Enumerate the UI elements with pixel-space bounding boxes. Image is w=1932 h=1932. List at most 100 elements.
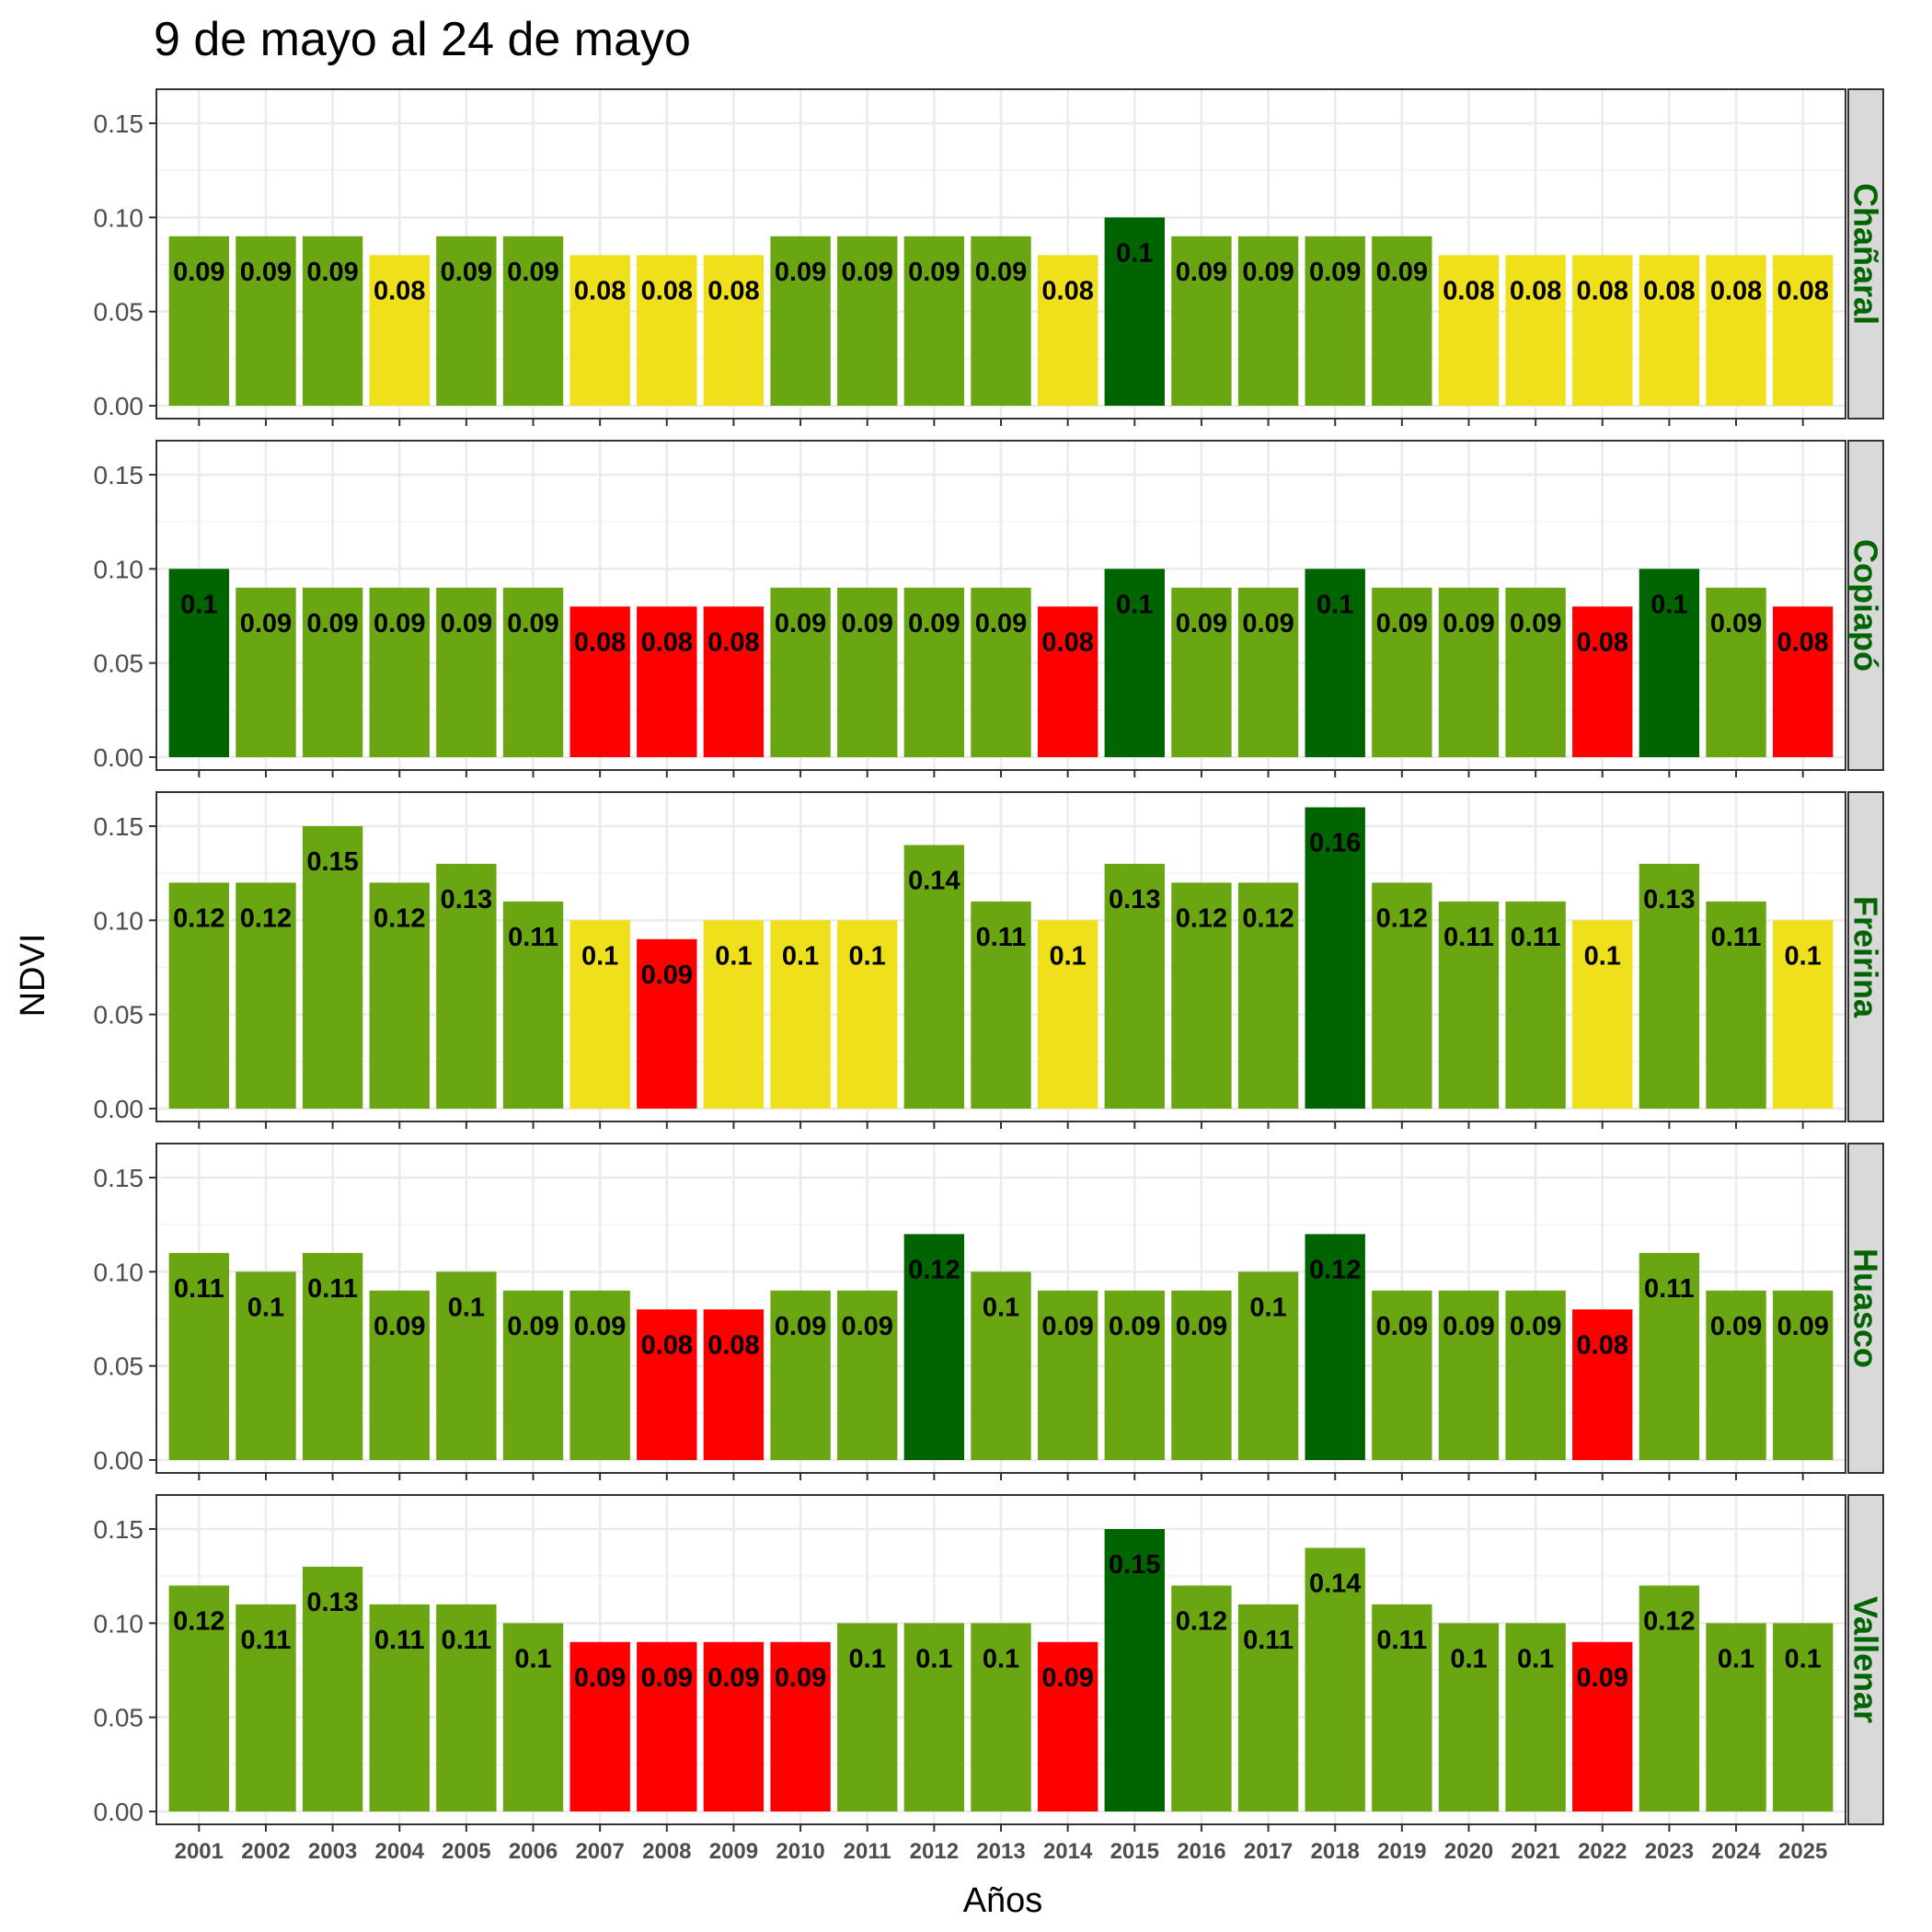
bar-value-label: 0.08 <box>1643 276 1695 305</box>
bar-value-label: 0.1 <box>715 941 752 971</box>
bar-2001 <box>168 236 230 406</box>
bar-value-label: 0.13 <box>306 1588 358 1617</box>
y-tick-label: 0.05 <box>94 1704 144 1732</box>
bar-2014 <box>1037 920 1098 1109</box>
bar-2010 <box>770 1641 831 1811</box>
x-tick-label: 2023 <box>1645 1839 1694 1864</box>
bar-value-label: 0.08 <box>1710 276 1762 305</box>
x-tick-label: 2016 <box>1177 1839 1225 1864</box>
bar-value-label: 0.14 <box>908 866 960 895</box>
bar-2012 <box>903 587 965 757</box>
x-tick-label: 2015 <box>1110 1839 1159 1864</box>
bar-value-label: 0.11 <box>508 923 558 952</box>
bar-2008 <box>637 255 697 406</box>
panel-5: 0.12 0.11 0.13 0.11 0.11 0.1 0.09 0.09 0.09 0.09 0… <box>94 1494 1885 1864</box>
bar-value-label: 0.09 <box>841 258 892 287</box>
bar-value-label: 0.09 <box>1510 609 1561 638</box>
bar-value-label: 0.09 <box>775 1663 826 1693</box>
bar-value-label: 0.1 <box>247 1293 284 1322</box>
bar-value-label: 0.12 <box>374 903 425 933</box>
bar-value-label: 0.12 <box>1242 903 1294 933</box>
bar-value-label: 0.1 <box>514 1644 551 1673</box>
y-tick-label: 0.05 <box>94 1001 144 1029</box>
bar-2012 <box>903 1623 965 1811</box>
bar-2003 <box>302 826 363 1109</box>
bar-2005 <box>436 236 497 406</box>
bar-2009 <box>703 1309 765 1460</box>
bar-value-label: 0.12 <box>1643 1606 1695 1636</box>
x-axis-title: Años <box>963 1881 1043 1920</box>
bar-2020 <box>1438 255 1500 406</box>
bar-value-label: 0.13 <box>1109 885 1160 914</box>
bar-value-label: 0.1 <box>983 1293 1019 1322</box>
bar-2023 <box>1639 255 1700 406</box>
bar-value-label: 0.1 <box>1049 941 1086 971</box>
bar-2004 <box>369 882 430 1109</box>
x-tick-label: 2011 <box>844 1839 891 1864</box>
bar-2011 <box>837 1290 898 1460</box>
bar-value-label: 0.1 <box>1584 941 1621 971</box>
bar-2003 <box>302 587 363 757</box>
x-tick-label: 2020 <box>1444 1839 1493 1864</box>
y-tick-label: 0.10 <box>94 1609 144 1638</box>
bar-2024 <box>1706 1623 1766 1811</box>
bar-2020 <box>1438 587 1500 757</box>
bar-value-label: 0.1 <box>1785 941 1822 971</box>
bar-2018 <box>1305 1547 1365 1811</box>
bar-2009 <box>703 1641 765 1811</box>
bar-value-label: 0.08 <box>641 276 693 305</box>
bar-value-label: 0.09 <box>1376 258 1428 287</box>
bar-value-label: 0.09 <box>306 258 358 287</box>
bar-2013 <box>971 1271 1031 1460</box>
bar-value-label: 0.1 <box>1718 1644 1754 1673</box>
x-tick-label: 2025 <box>1778 1839 1827 1864</box>
bar-2009 <box>703 606 765 757</box>
bar-2011 <box>837 236 898 406</box>
bar-2007 <box>569 920 630 1109</box>
bar-2003 <box>302 1566 363 1811</box>
bar-2014 <box>1037 1641 1098 1811</box>
bar-2017 <box>1237 236 1299 406</box>
bar-2025 <box>1772 920 1834 1109</box>
bar-2016 <box>1171 882 1232 1109</box>
bar-2023 <box>1639 863 1700 1109</box>
bar-2005 <box>436 863 497 1109</box>
bar-value-label: 0.11 <box>1376 1626 1427 1655</box>
bar-2016 <box>1171 1290 1232 1460</box>
bar-value-label: 0.11 <box>1511 923 1561 952</box>
bar-value-label: 0.1 <box>782 941 819 971</box>
bar-value-label: 0.1 <box>180 590 217 619</box>
y-tick-label: 0.00 <box>94 1798 144 1826</box>
y-tick-label: 0.10 <box>94 906 144 935</box>
facet-strip <box>1847 88 1884 420</box>
bar-2014 <box>1037 255 1098 406</box>
bar-2004 <box>369 587 430 757</box>
bar-2011 <box>837 1623 898 1811</box>
bar-value-label: 0.12 <box>240 903 292 933</box>
y-tick-label: 0.05 <box>94 650 144 678</box>
bar-value-label: 0.09 <box>374 1312 425 1341</box>
bar-value-label: 0.09 <box>507 1312 558 1341</box>
x-tick-label: 2004 <box>375 1839 425 1864</box>
bar-2010 <box>770 587 831 757</box>
bar-2001 <box>168 1585 230 1811</box>
bar-2002 <box>236 1271 296 1460</box>
bar-2012 <box>903 236 965 406</box>
bar-value-label: 0.1 <box>448 1293 485 1322</box>
y-tick-label: 0.00 <box>94 392 144 420</box>
bar-value-label: 0.11 <box>1644 1274 1695 1304</box>
bar-2013 <box>971 587 1031 757</box>
bar-value-label: 0.09 <box>574 1663 626 1693</box>
bar-value-label: 0.08 <box>1577 1330 1628 1360</box>
facet-strip-label: Freirina <box>1847 896 1885 1018</box>
bar-2005 <box>436 1604 497 1811</box>
bar-2008 <box>637 1309 697 1460</box>
bar-2016 <box>1171 587 1232 757</box>
bar-2002 <box>236 882 296 1109</box>
bar-value-label: 0.09 <box>306 609 358 638</box>
x-tick-label: 2010 <box>776 1839 824 1864</box>
facet-strip-label: Vallenar <box>1847 1596 1885 1723</box>
bar-2020 <box>1438 1290 1500 1460</box>
bar-value-label: 0.09 <box>1176 1312 1227 1341</box>
bar-value-label: 0.16 <box>1309 829 1361 858</box>
